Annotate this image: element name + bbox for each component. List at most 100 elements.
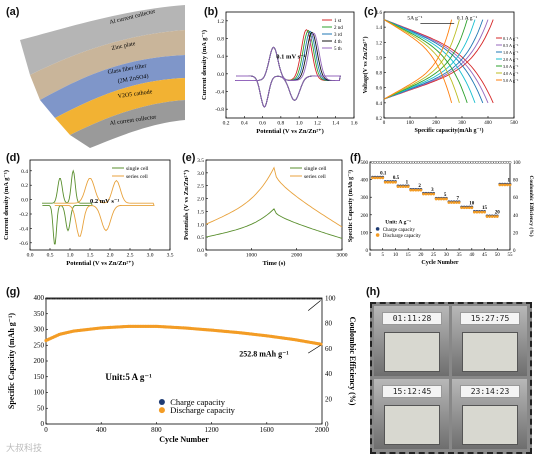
x-tick-label: 800 (151, 426, 162, 434)
legend-label: 0.5 A g⁻¹ (503, 43, 519, 48)
efficiency-point (131, 297, 133, 300)
efficiency-point (240, 297, 243, 300)
efficiency-point (118, 297, 120, 300)
efficiency-point (238, 297, 241, 300)
y-tick-label: 0.4 (376, 102, 383, 107)
efficiency-point (45, 297, 47, 300)
efficiency-point (406, 160, 410, 164)
efficiency-point (235, 297, 238, 300)
panel-label-c: (c) (364, 6, 378, 18)
efficiency-point (58, 297, 61, 300)
efficiency-point (275, 297, 277, 300)
efficiency-point (452, 160, 456, 164)
discharge-point (495, 215, 499, 218)
discharge-point (455, 201, 458, 204)
discharge-point (381, 176, 385, 180)
efficiency-point (215, 297, 218, 300)
discharge-point (427, 192, 430, 196)
efficiency-point (419, 160, 423, 164)
efficiency-point (174, 297, 176, 300)
legend-label: 1 st (334, 19, 342, 24)
x-tick-label: 0 (369, 253, 372, 258)
rate-label: 2 (418, 184, 421, 189)
efficiency-point (70, 297, 72, 300)
efficiency-point (310, 297, 312, 300)
efficiency-point (282, 297, 284, 300)
y-tick-label: 0.6 (376, 87, 383, 92)
clock-display-1: 01:11:28 (382, 312, 442, 325)
efficiency-point (209, 297, 211, 300)
efficiency-point (308, 297, 311, 300)
efficiency-point (114, 297, 117, 300)
circuit-board-2 (462, 332, 518, 372)
rate-label: 3 (431, 188, 434, 193)
y-tick-label: 0.0 (21, 198, 28, 204)
efficiency-point (386, 160, 390, 164)
x-tick-label: 1.4 (332, 121, 339, 127)
efficiency-point (65, 297, 67, 300)
rate-label: 1 (406, 180, 409, 185)
efficiency-point (457, 160, 461, 164)
y-axis-label: Current density (mA g⁻¹) (3, 170, 10, 240)
efficiency-point (99, 297, 102, 300)
x-axis-label: Potential (V vs Zn/Zn²⁺) (66, 260, 134, 267)
layer-zinc (30, 30, 185, 100)
legend-label: Discharge capacity (383, 234, 422, 239)
cv-chart: 0.2 0.4 0.6 0.8 1.0 1.2 1.4 1.6 -0.8 -0.4 0.0 0.4 0.… (201, 11, 358, 135)
efficiency-point (109, 297, 112, 300)
discharge-point (411, 188, 415, 192)
panel-f: (f) 0 5 10 15 20 25 30 35 40 45 50 55 0 100 200 300 400 5… (347, 148, 540, 280)
label-zinc: Zinc plate (111, 41, 136, 52)
y-tick-label: 1.2 (376, 41, 383, 46)
y-tick-label: 200 (361, 214, 369, 219)
efficiency-point (212, 297, 215, 300)
layer-al-top (20, 5, 185, 75)
clock-display-3: 15:12:45 (382, 385, 442, 398)
x-tick-label: 200 (432, 121, 440, 126)
efficiency-point (373, 160, 377, 164)
rate-label: 5 (444, 193, 447, 198)
discharge-point (506, 183, 509, 187)
efficiency-point (378, 160, 382, 164)
efficiency-point (394, 160, 397, 164)
y2-tick-label: 20 (513, 231, 519, 236)
legend-label: 5 th (334, 47, 342, 52)
efficiency-point (89, 297, 92, 300)
charge-curve (383, 19, 453, 100)
efficiency-point (439, 160, 443, 164)
efficiency-point (462, 160, 466, 164)
efficiency-point (233, 297, 236, 300)
y-tick-label: 200 (34, 357, 45, 365)
efficiency-point (416, 160, 420, 164)
efficiency-point (300, 297, 302, 300)
efficiency-point (116, 297, 119, 300)
panel-h: (h) 01:11:28 15:27:75 15:12:45 23:14:23 (364, 282, 540, 458)
efficiency-point (190, 297, 193, 300)
efficiency-point (237, 297, 239, 300)
single-cell-curve (42, 169, 93, 245)
series-cell-curve (54, 177, 155, 237)
efficiency-point (73, 297, 75, 300)
legend-label: 3 rd (334, 33, 342, 38)
efficiency-point (76, 297, 79, 300)
efficiency-point (399, 160, 402, 164)
discharge-point (429, 192, 433, 196)
efficiency-point (219, 297, 221, 300)
efficiency-point (273, 297, 276, 300)
x-tick-label: 0.8 (277, 121, 284, 127)
efficiency-point (270, 297, 273, 300)
cv-series-3 (235, 30, 341, 108)
y-tick-label: -0.4 (215, 90, 224, 96)
legend-label: 5.0 A g⁻¹ (503, 78, 519, 83)
y2-axis-label: Coulombic Efficiency (%) (528, 175, 535, 236)
x-tick-label: 45 (482, 253, 488, 258)
x-tick-label: 1000 (246, 253, 257, 259)
panel-b: (b) 0.2 0.4 0.6 0.8 1.0 1.2 1.4 1.6 -0.8 -0.4 0.0 0… (200, 0, 360, 148)
efficiency-point (460, 160, 464, 164)
charge-curve (383, 19, 484, 100)
panel-label-d: (d) (6, 152, 21, 164)
discharge-point (470, 206, 474, 210)
efficiency-point (263, 297, 266, 300)
efficiency-point (86, 297, 89, 300)
panel-label-a: (a) (6, 6, 20, 18)
